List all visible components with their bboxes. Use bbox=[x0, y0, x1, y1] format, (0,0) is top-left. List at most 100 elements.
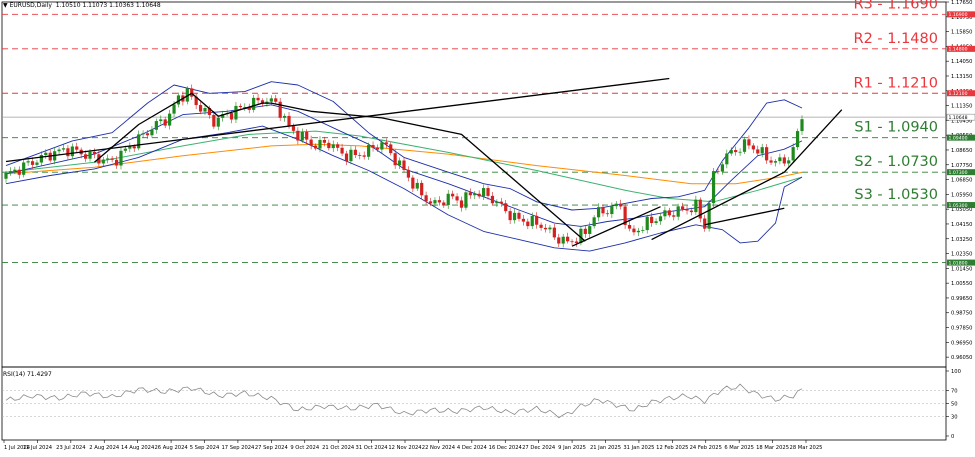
candle-body bbox=[39, 155, 43, 163]
candle-body bbox=[84, 154, 88, 159]
candle-body bbox=[428, 201, 433, 204]
price-tick-label: 0.99650 bbox=[951, 296, 972, 302]
candle-body bbox=[336, 144, 340, 148]
x-tick-label: 18 Mar 2025 bbox=[756, 445, 789, 451]
price-tick-label: 1.07750 bbox=[951, 163, 972, 169]
candle-body bbox=[119, 150, 123, 166]
candle-body bbox=[216, 117, 220, 127]
x-tick-label: 6 Mar 2025 bbox=[724, 445, 754, 451]
candle-body bbox=[278, 101, 282, 118]
candle-body bbox=[579, 228, 583, 244]
candle-body bbox=[313, 145, 318, 149]
x-tick-label: 23 Jul 2024 bbox=[56, 445, 86, 451]
candle-body bbox=[243, 107, 247, 108]
candle-body bbox=[711, 171, 716, 204]
price-tick-label: 1.16750 bbox=[951, 15, 972, 21]
moving-average-line-1 bbox=[5, 143, 803, 185]
level-price-tag bbox=[947, 134, 975, 141]
price-tick-label: 0.98750 bbox=[951, 311, 972, 317]
candle-body bbox=[490, 195, 495, 204]
candle-body bbox=[672, 215, 676, 217]
bollinger-lower-band bbox=[5, 125, 803, 252]
candle-body bbox=[521, 218, 525, 222]
candle-body bbox=[296, 130, 300, 141]
candle-body bbox=[393, 153, 397, 166]
candle-body bbox=[114, 159, 119, 166]
price-tick-label: 1.10450 bbox=[951, 118, 972, 124]
candle-body bbox=[154, 121, 158, 130]
level-price-tag bbox=[947, 11, 975, 18]
candle-body bbox=[451, 193, 455, 197]
candle-body bbox=[252, 97, 256, 110]
candle-body bbox=[667, 210, 671, 216]
price-tick-label: 1.02350 bbox=[951, 252, 972, 258]
candle-body bbox=[30, 161, 35, 165]
level-price-tag bbox=[947, 169, 975, 176]
candle-body bbox=[689, 210, 694, 213]
dropdown-arrow-icon[interactable]: ▼ bbox=[3, 2, 8, 9]
level-label-s1: S1 - 1.0940 bbox=[854, 120, 938, 136]
candle-body bbox=[473, 193, 477, 196]
candle-body bbox=[92, 151, 97, 155]
candle-body bbox=[415, 182, 419, 189]
price-panel-frame bbox=[1, 1, 947, 368]
candle-body bbox=[663, 210, 667, 217]
candle-body bbox=[168, 113, 172, 126]
candle-body bbox=[512, 212, 517, 221]
candle-body bbox=[274, 98, 278, 102]
x-tick-label: 31 Oct 2024 bbox=[356, 445, 389, 451]
candle-body bbox=[720, 164, 724, 172]
candle-body bbox=[137, 134, 141, 149]
candle-body bbox=[552, 227, 556, 238]
candle-body bbox=[433, 200, 437, 204]
candle-body bbox=[543, 227, 548, 230]
candle-body bbox=[88, 151, 92, 159]
candle-body bbox=[734, 150, 738, 153]
candle-body bbox=[75, 146, 79, 150]
candle-body bbox=[269, 98, 273, 102]
candle-body bbox=[517, 212, 521, 219]
candle-body bbox=[44, 152, 48, 156]
level-price-tag-text: 1.16900 bbox=[949, 12, 968, 18]
candle-body bbox=[17, 169, 21, 175]
candle-body bbox=[658, 216, 663, 222]
candle-body bbox=[632, 228, 636, 233]
candle-body bbox=[592, 217, 596, 227]
candle-body bbox=[172, 104, 176, 114]
level-price-tag bbox=[947, 202, 975, 209]
candle-body bbox=[247, 107, 251, 110]
candle-body bbox=[526, 221, 530, 227]
candle-body bbox=[703, 218, 707, 229]
candle-body bbox=[207, 108, 212, 115]
candle-body bbox=[464, 192, 468, 208]
candle-body bbox=[482, 188, 486, 197]
trendline-2 bbox=[93, 92, 586, 242]
candle-body bbox=[610, 206, 614, 215]
candle-body bbox=[650, 216, 654, 223]
candle-body bbox=[353, 149, 357, 156]
candle-body bbox=[406, 169, 411, 178]
candle-body bbox=[101, 159, 105, 164]
level-price-tag-text: 1.09400 bbox=[949, 135, 968, 141]
x-tick-label: 12 Feb 2025 bbox=[656, 445, 688, 451]
candle-body bbox=[300, 131, 304, 141]
rsi-tick-label: 70 bbox=[951, 389, 958, 395]
candle-body bbox=[362, 155, 366, 157]
candle-body bbox=[583, 228, 587, 234]
candle-body bbox=[787, 160, 791, 164]
candle-body bbox=[716, 171, 720, 172]
level-price-tag bbox=[947, 90, 975, 97]
rsi-tick-label: 100 bbox=[951, 369, 961, 375]
level-label-s3: S3 - 1.0530 bbox=[854, 187, 938, 203]
x-tick-label: 5 Sep 2024 bbox=[190, 445, 220, 451]
candle-body bbox=[707, 203, 711, 229]
candle-body bbox=[619, 203, 623, 207]
current-price-tag bbox=[946, 113, 975, 121]
candle-body bbox=[8, 171, 13, 173]
candle-body bbox=[194, 96, 198, 106]
candle-body bbox=[442, 202, 446, 205]
candle-body bbox=[773, 161, 778, 163]
level-label-r3: R3 - 1.1690 bbox=[854, 0, 939, 12]
candle-body bbox=[769, 160, 773, 163]
x-tick-label: 27 Sep 2024 bbox=[255, 445, 289, 451]
